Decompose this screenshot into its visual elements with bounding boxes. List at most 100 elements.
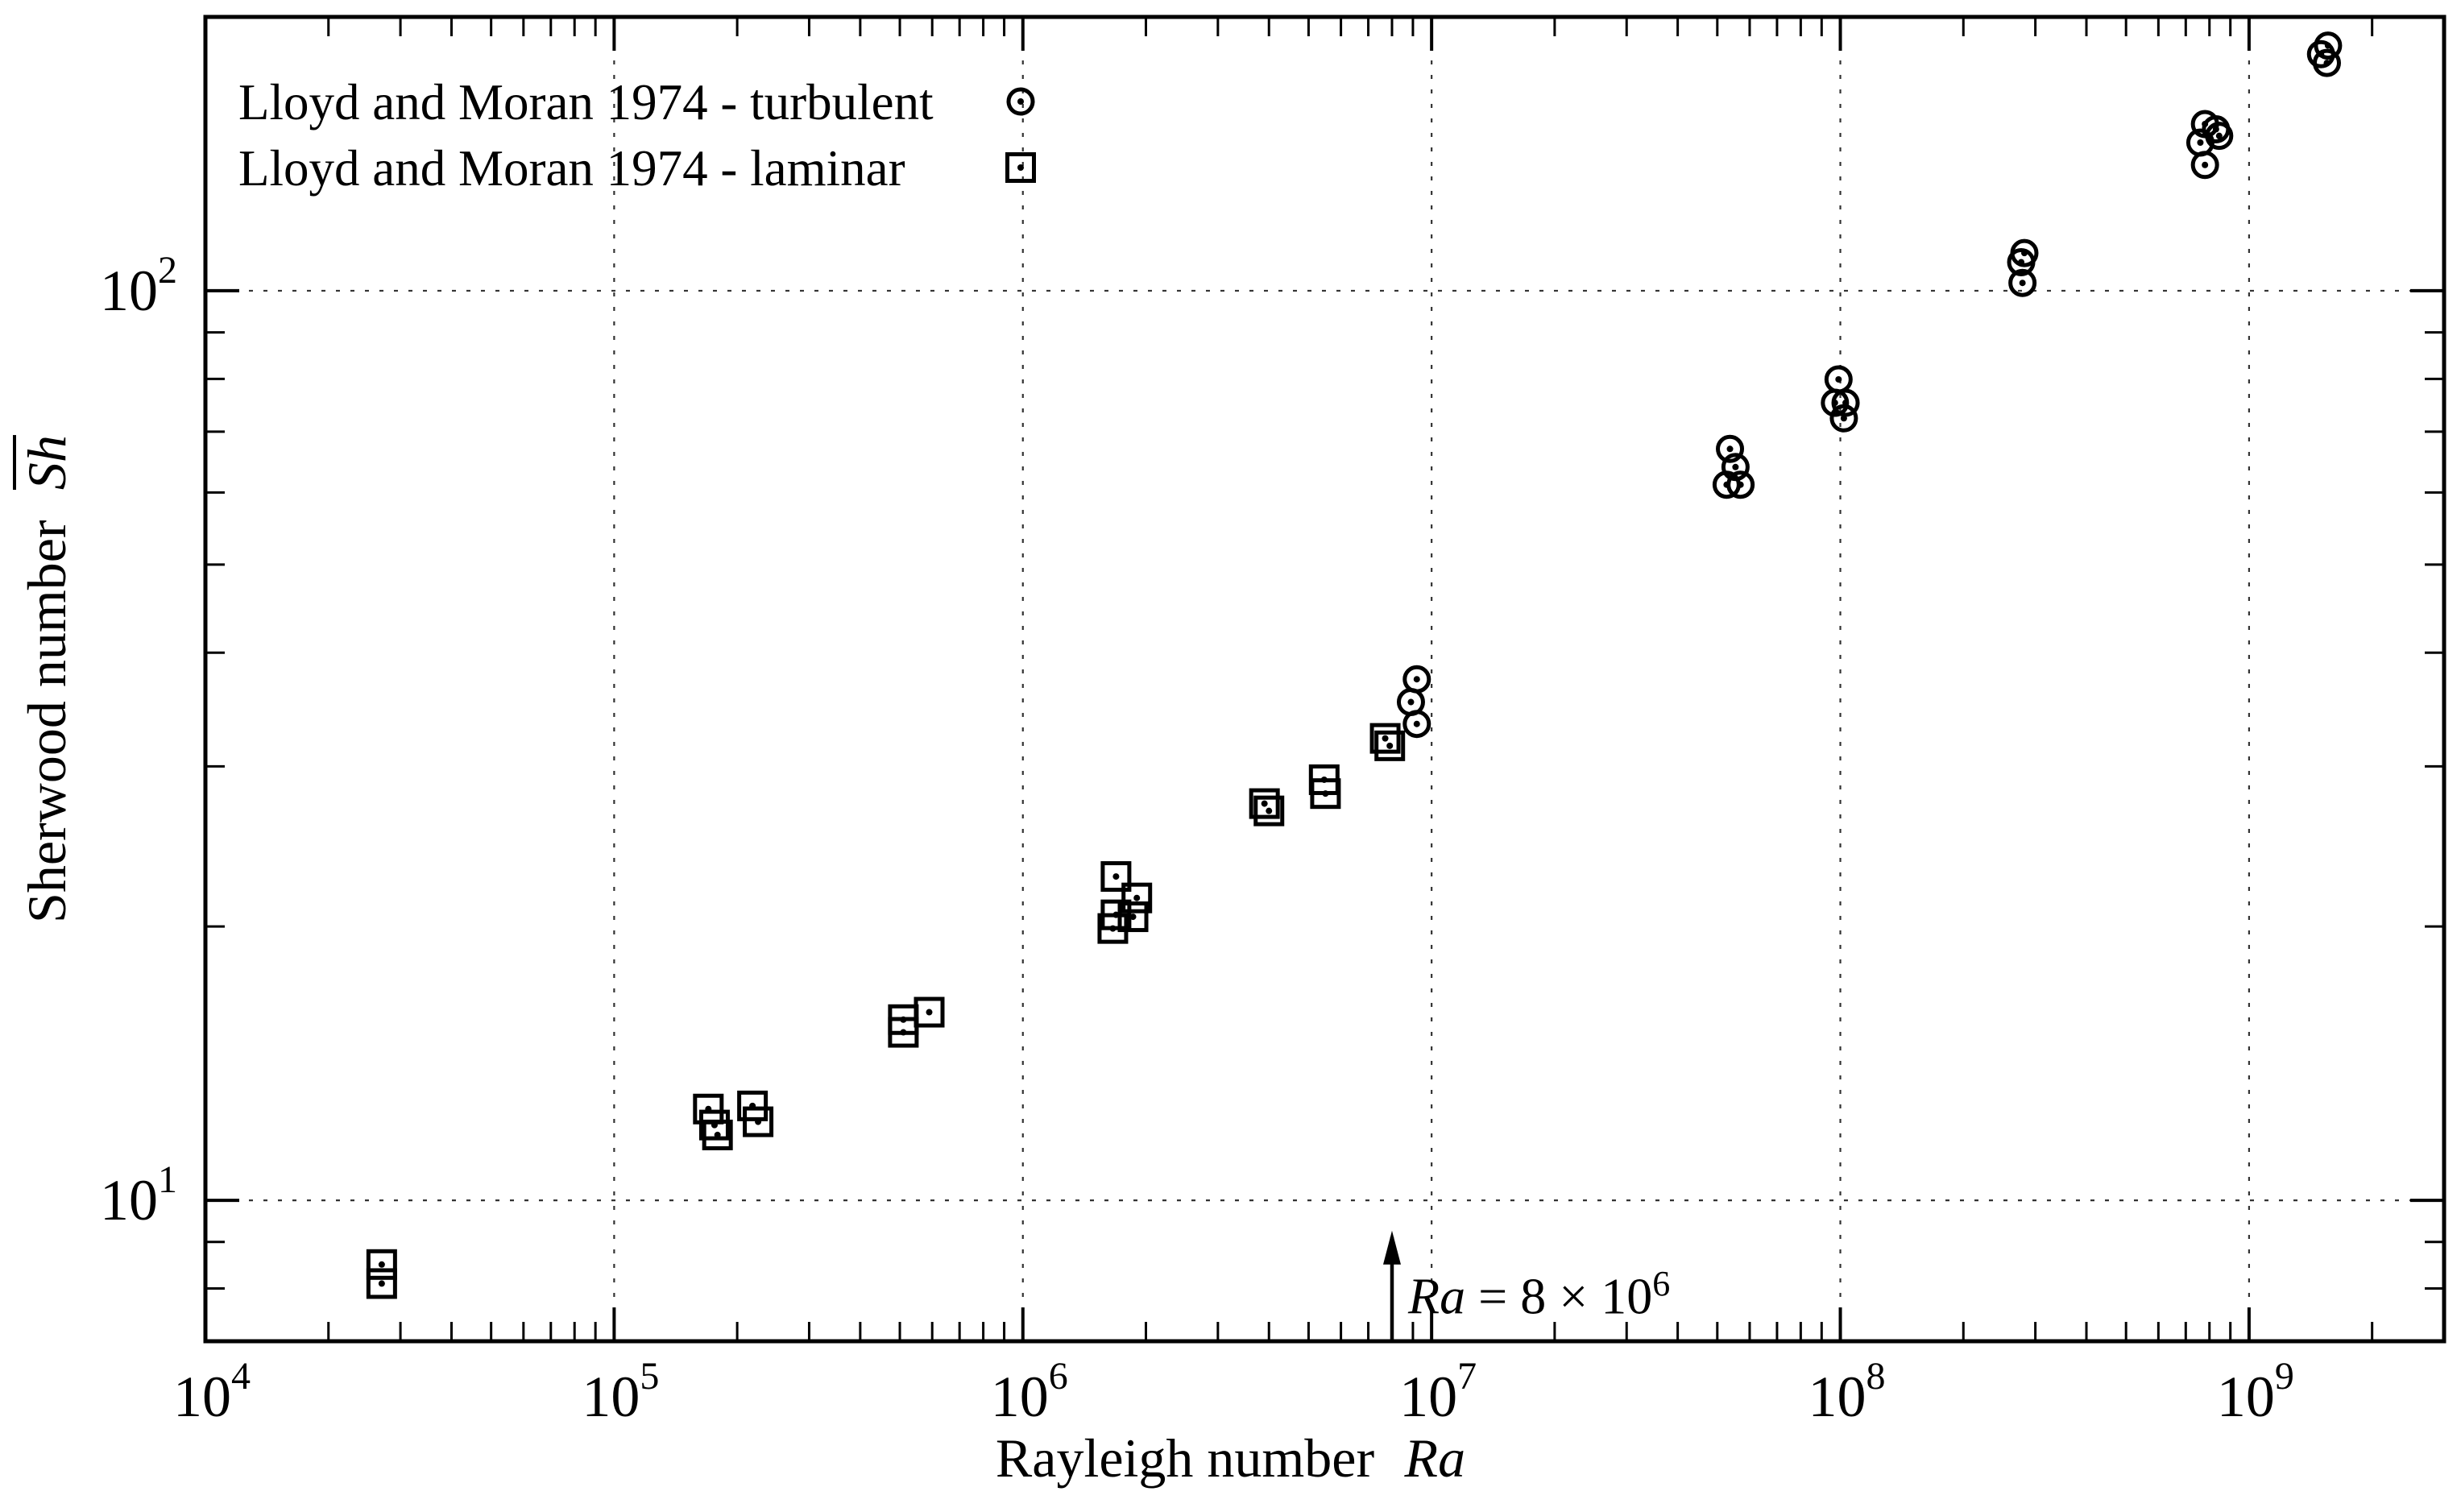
y-tick-label-exp: 1	[158, 1158, 177, 1201]
x-tick-label: 107	[1399, 1355, 1477, 1429]
legend-markers	[1005, 87, 1036, 183]
x-tick-label-base: 10	[991, 1365, 1049, 1429]
marker-circle	[2008, 268, 2037, 297]
marker-circle-dot	[2212, 126, 2219, 133]
marker-circle-dot	[2323, 60, 2330, 67]
marker-circle-dot	[2324, 42, 2331, 49]
y-tick-label-exp: 2	[158, 249, 177, 292]
marker-square-dot	[378, 1261, 385, 1268]
marker-circle-dot	[2215, 132, 2223, 139]
annotation-equation: = 8 × 10	[1465, 1267, 1653, 1325]
marker-square	[737, 1090, 769, 1121]
y-tick-label-base: 10	[100, 1168, 158, 1232]
x-tick-label: 106	[991, 1355, 1068, 1429]
marker-square	[1100, 861, 1132, 893]
marker-circle	[2010, 238, 2039, 267]
marker-square-dot	[1322, 790, 1329, 797]
marker-square-dot	[1112, 873, 1120, 880]
annotation-symbol: Ra	[1408, 1267, 1466, 1325]
y-axis-title: Sherwood number Sh	[16, 276, 77, 1082]
marker-square-dot	[378, 1280, 385, 1287]
axis-ticks	[204, 17, 2444, 1341]
marker-circle-dot	[1835, 375, 1842, 383]
marker-circle	[1726, 470, 1755, 499]
x-tick-label-exp: 7	[1457, 1355, 1477, 1398]
marker-circle	[1006, 87, 1035, 116]
marker-circle-dot	[2019, 280, 2026, 287]
x-tick-label-base: 10	[1808, 1365, 1866, 1429]
marker-square-dot	[900, 1029, 907, 1036]
x-tick-label-exp: 8	[1866, 1355, 1886, 1398]
marker-circle	[1829, 404, 1858, 433]
marker-square	[698, 1109, 730, 1141]
marker-square-dot	[1382, 735, 1389, 742]
marker-circle	[2312, 48, 2341, 77]
marker-circle	[1402, 665, 1431, 694]
marker-square-dot	[1266, 807, 1273, 814]
plot-border	[203, 14, 2446, 1344]
marker-square	[366, 1268, 397, 1299]
marker-square	[702, 1119, 733, 1150]
x-tick-label: 105	[582, 1355, 659, 1429]
marker-circle	[2205, 122, 2234, 151]
marker-square	[888, 1017, 919, 1048]
marker-square	[366, 1249, 397, 1280]
marker-circle	[1721, 453, 1750, 482]
y-axis-title-text: Sherwood number	[16, 520, 77, 923]
y-axis-symbol: Sh	[16, 435, 77, 491]
x-axis-symbol: Ra	[1404, 1427, 1466, 1489]
marker-circle-dot	[1732, 463, 1739, 470]
x-tick-label: 108	[1808, 1355, 1886, 1429]
marker-circle-dot	[2197, 139, 2204, 147]
marker-circle-dot	[2202, 161, 2209, 168]
x-tick-label-exp: 6	[1049, 1355, 1068, 1398]
marker-circle	[1402, 710, 1431, 739]
x-tick-label-base: 10	[582, 1365, 640, 1429]
marker-square	[1005, 152, 1036, 183]
marker-square-dot	[1017, 164, 1024, 171]
marker-square-dot	[1261, 800, 1268, 807]
legend-label-laminar: Lloyd and Moran 1974 - laminar	[238, 140, 905, 197]
marker-circle-dot	[1413, 720, 1420, 727]
marker-square-dot	[1129, 913, 1137, 921]
marker-square-dot	[714, 1131, 721, 1138]
y-tick-label-base: 10	[100, 259, 158, 323]
annotation-ra-threshold: Ra = 8 × 106	[1408, 1257, 1670, 1324]
marker-square	[1117, 901, 1149, 933]
marker-circle	[1831, 388, 1860, 417]
x-tick-label-base: 10	[1399, 1365, 1457, 1429]
series-turbulent	[1396, 31, 2343, 739]
x-tick-label-exp: 5	[640, 1355, 659, 1398]
series-laminar	[366, 723, 1406, 1299]
x-tick-label-base: 10	[2217, 1365, 2275, 1429]
marker-square-dot	[1112, 911, 1120, 918]
marker-square	[1121, 882, 1153, 913]
marker-square	[1249, 788, 1280, 819]
marker-square-dot	[1386, 742, 1394, 749]
marker-square	[914, 996, 945, 1028]
gridlines	[205, 17, 2444, 1341]
marker-square	[1374, 730, 1406, 761]
marker-square	[1100, 899, 1132, 930]
x-tick-label-exp: 9	[2275, 1355, 2294, 1398]
marker-square	[1310, 778, 1341, 810]
x-axis-title: Rayleigh number Ra	[0, 1430, 2461, 1486]
x-tick-label-base: 10	[173, 1365, 231, 1429]
x-axis-title-text: Rayleigh number	[995, 1427, 1375, 1489]
marker-square	[743, 1106, 774, 1137]
y-tick-label: 101	[100, 1158, 177, 1232]
marker-circle	[1716, 434, 1745, 463]
x-tick-label-exp: 4	[231, 1355, 251, 1398]
marker-circle-dot	[1407, 698, 1415, 706]
marker-square-dot	[926, 1009, 933, 1016]
marker-square	[1253, 795, 1285, 826]
marker-circle	[2314, 31, 2343, 60]
marker-circle-dot	[1017, 98, 1024, 105]
y-tick-label: 102	[100, 249, 177, 323]
x-tick-label: 104	[173, 1355, 251, 1429]
marker-square	[1369, 723, 1401, 754]
data-points	[366, 31, 2343, 1299]
